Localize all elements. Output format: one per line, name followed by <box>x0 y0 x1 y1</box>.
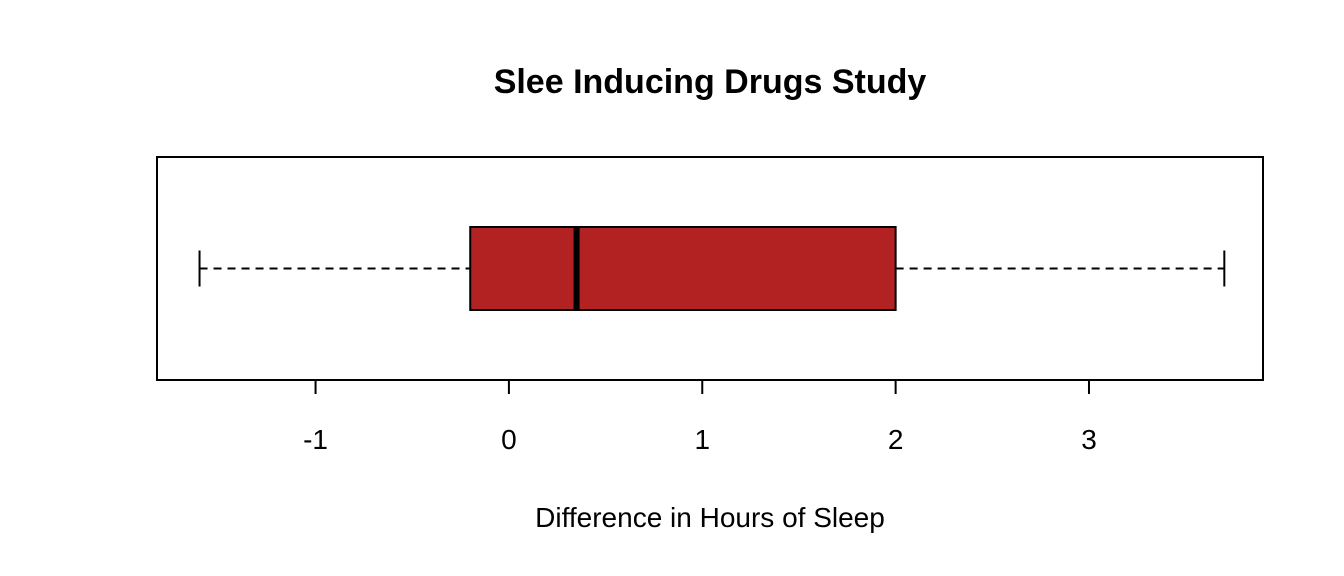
x-tick-label: 0 <box>501 424 517 455</box>
x-tick-label: 1 <box>694 424 710 455</box>
interquartile-box <box>469 226 897 311</box>
x-axis: -1 0 1 2 3 <box>303 379 1097 455</box>
x-tick-label: -1 <box>303 424 328 455</box>
x-tick-label: 2 <box>888 424 904 455</box>
x-axis-label: Difference in Hours of Sleep <box>535 502 885 533</box>
x-tick-label: 3 <box>1081 424 1097 455</box>
boxplot-marks <box>198 226 1226 311</box>
chart-title: Slee Inducing Drugs Study <box>494 63 927 101</box>
